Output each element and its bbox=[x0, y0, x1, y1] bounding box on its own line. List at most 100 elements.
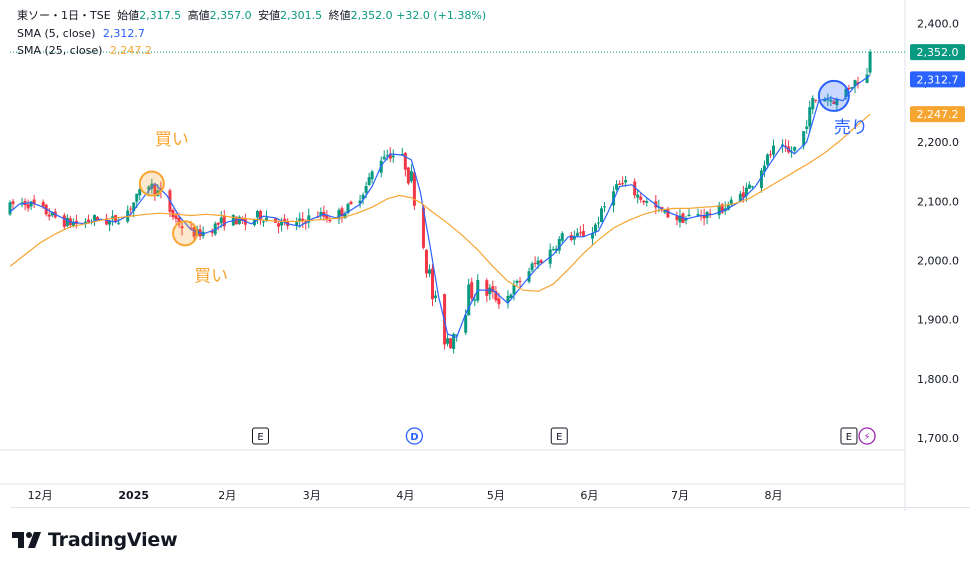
sell-circle bbox=[817, 79, 850, 112]
candle-body bbox=[283, 218, 287, 222]
candle-body bbox=[738, 193, 742, 202]
candle-body bbox=[431, 268, 434, 300]
candle-body bbox=[328, 219, 332, 222]
sma25-value: 2,247.2 bbox=[109, 44, 152, 57]
price-badge bbox=[910, 44, 965, 61]
price-tick-label: 2,100.0 bbox=[917, 195, 959, 208]
candle-body bbox=[826, 99, 830, 101]
sma25-legend[interactable]: SMA (25, close) 2,247.2 bbox=[17, 44, 152, 58]
candle-body bbox=[572, 236, 576, 240]
candle-body bbox=[808, 107, 812, 127]
candle-body bbox=[624, 180, 628, 183]
news-marker-label: ⚡ bbox=[864, 432, 871, 443]
sma5-label: SMA (5, close) bbox=[17, 27, 96, 40]
earnings-marker-label: E bbox=[846, 432, 852, 443]
chart-background bbox=[0, 0, 980, 511]
candle-body bbox=[811, 97, 815, 110]
candle-body bbox=[485, 280, 489, 296]
candle-body bbox=[805, 126, 809, 130]
tradingview-logo[interactable]: TradingView bbox=[12, 529, 178, 551]
candle-body bbox=[93, 215, 96, 221]
candle-body bbox=[255, 211, 259, 218]
candle-body bbox=[793, 146, 797, 151]
price-tick-label: 1,900.0 bbox=[917, 314, 959, 327]
candle-body bbox=[470, 282, 474, 299]
candle-body bbox=[551, 249, 555, 251]
candle-body bbox=[129, 208, 133, 210]
time-tick-label: 6月 bbox=[580, 489, 598, 502]
candle-body bbox=[784, 145, 788, 147]
price-axis[interactable]: 2,400.02,300.02,200.02,100.02,000.01,900… bbox=[910, 18, 965, 445]
candle-body bbox=[575, 232, 579, 237]
candle-body bbox=[213, 223, 217, 235]
candle-body bbox=[174, 215, 178, 219]
candle-body bbox=[853, 80, 857, 87]
candle-body bbox=[696, 214, 700, 217]
earnings-marker-label: E bbox=[257, 432, 263, 443]
frame-line bbox=[10, 507, 970, 508]
candle-body bbox=[865, 74, 869, 83]
candle-body bbox=[829, 99, 833, 102]
candle-body bbox=[452, 334, 456, 349]
sma5-line bbox=[9, 74, 871, 339]
candle-body bbox=[47, 214, 51, 217]
candle-body bbox=[138, 189, 142, 196]
candle-body bbox=[96, 217, 100, 221]
candle-body bbox=[633, 181, 637, 196]
ohlc-legend: 東ソー・1日・TSE 始値2,317.5 高値2,357.0 安値2,301.5… bbox=[17, 9, 486, 23]
candle-body bbox=[29, 201, 33, 207]
candle-body bbox=[382, 156, 386, 160]
candle-body bbox=[762, 165, 766, 172]
candle-body bbox=[509, 294, 513, 299]
candle-body bbox=[358, 200, 362, 204]
candle-body bbox=[539, 260, 543, 263]
candle-body bbox=[177, 217, 181, 225]
buy-circle bbox=[172, 220, 199, 247]
candle-body bbox=[702, 215, 706, 219]
candle-body bbox=[802, 131, 806, 146]
candle-body bbox=[258, 211, 262, 221]
symbol-title[interactable]: 東ソー・1日・TSE bbox=[17, 9, 111, 22]
candle-body bbox=[464, 314, 468, 333]
candle-body bbox=[62, 215, 66, 227]
time-axis[interactable]: 12月 2025 2月 3月 4月 5月 6月 7月 8月 bbox=[28, 489, 783, 502]
sma5-legend[interactable]: SMA (5, close) 2,312.7 bbox=[17, 27, 145, 41]
candle-body bbox=[759, 170, 763, 188]
candle-body bbox=[744, 187, 748, 196]
candle-body bbox=[412, 172, 416, 206]
buy-circle bbox=[138, 170, 165, 197]
candle-body bbox=[180, 226, 184, 229]
candle-body bbox=[515, 280, 519, 283]
time-tick-label: 12月 bbox=[28, 489, 53, 502]
candle-body bbox=[400, 153, 404, 155]
candle-body bbox=[645, 201, 649, 203]
candle-body bbox=[765, 154, 769, 165]
close-label: 終値 bbox=[328, 9, 351, 22]
candle-body bbox=[367, 177, 371, 186]
candle-body bbox=[844, 88, 848, 98]
candle-body bbox=[687, 214, 691, 217]
candle-body bbox=[772, 145, 776, 155]
buy-label: 買い bbox=[194, 266, 228, 286]
candle-body bbox=[361, 194, 365, 200]
candle-body bbox=[750, 186, 754, 188]
candle-body bbox=[406, 167, 410, 184]
candle-body bbox=[337, 210, 341, 220]
price-badge-label: 2,352.0 bbox=[917, 46, 959, 59]
candle-body bbox=[135, 193, 139, 202]
candle-body bbox=[262, 221, 265, 223]
high-label: 高値 bbox=[187, 9, 210, 22]
candle-body bbox=[385, 155, 389, 157]
brand-name: TradingView bbox=[48, 529, 178, 551]
candle-body bbox=[346, 203, 350, 214]
candle-body bbox=[832, 101, 836, 104]
candle-body bbox=[449, 338, 453, 349]
candle-body bbox=[593, 224, 597, 232]
candle-body bbox=[298, 218, 302, 221]
candle-body bbox=[497, 298, 501, 305]
candle-body bbox=[581, 230, 585, 237]
candle-body bbox=[370, 171, 374, 180]
candle-body bbox=[192, 227, 196, 237]
